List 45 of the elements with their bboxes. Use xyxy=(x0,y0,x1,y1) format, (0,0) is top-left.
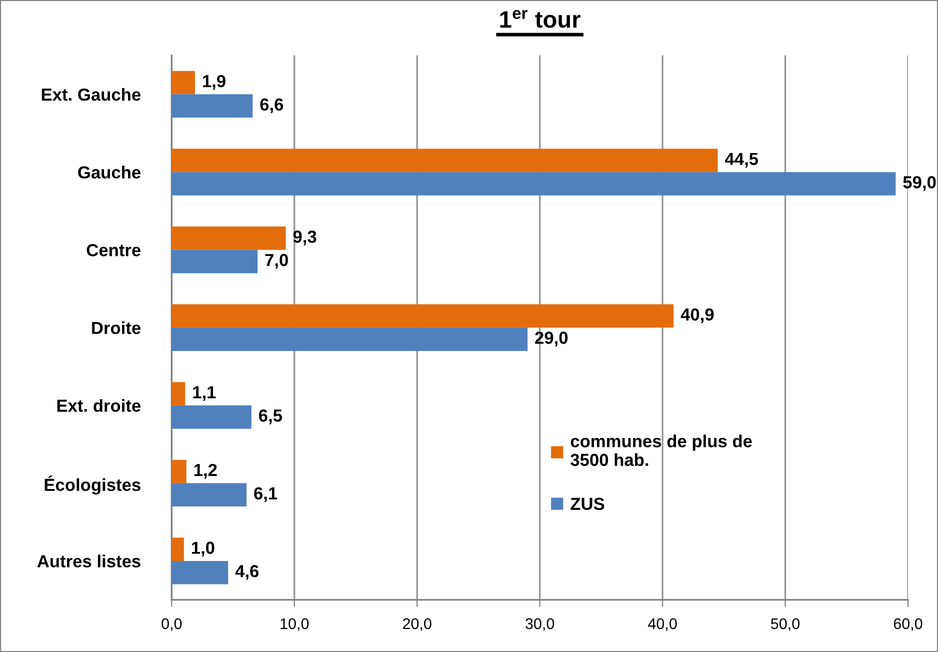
bar xyxy=(172,382,186,406)
x-tick-label: 60,0 xyxy=(894,618,922,631)
data-label: 9,3 xyxy=(293,230,316,246)
legend-label: communes de plus de 3500 hab. xyxy=(570,434,752,466)
y-tick-label: Centre xyxy=(86,244,141,256)
data-label: 44,5 xyxy=(724,152,758,168)
bar xyxy=(172,483,247,507)
data-label: 59,0 xyxy=(903,176,936,191)
chart-title: 1$^{er}$ tour xyxy=(500,10,580,28)
data-label: 40,9 xyxy=(680,308,714,324)
y-tick-label: Autres listes xyxy=(37,554,140,568)
data-label: 1,9 xyxy=(203,75,226,90)
bar xyxy=(172,560,228,584)
data-label: 7,0 xyxy=(265,254,288,269)
x-tick-label: 40,0 xyxy=(648,618,677,631)
data-label: 1,1 xyxy=(193,386,216,401)
y-tick-label: Droite xyxy=(92,321,141,334)
bar xyxy=(172,460,186,484)
x-tick-label: 10,0 xyxy=(280,618,309,631)
bar xyxy=(172,226,286,250)
y-tick-label: Ext. Gauche xyxy=(42,88,141,101)
legend-label: ZUS xyxy=(570,498,604,510)
data-label: 4,6 xyxy=(235,564,259,580)
x-tick-label: 0,0 xyxy=(162,618,182,631)
bar xyxy=(172,538,184,561)
data-label: 6,1 xyxy=(254,487,278,502)
data-label: 1,2 xyxy=(194,464,217,479)
bar xyxy=(172,94,253,118)
data-label: 6,5 xyxy=(259,409,282,424)
bar xyxy=(172,172,896,196)
y-tick-label: Gauche xyxy=(78,166,141,179)
x-tick-label: 50,0 xyxy=(771,618,800,631)
bar xyxy=(172,148,718,172)
bar xyxy=(172,250,258,274)
data-label: 29,0 xyxy=(535,332,568,346)
bar xyxy=(172,328,528,351)
y-tick-label: Écologistes xyxy=(44,475,140,495)
bar xyxy=(172,70,195,94)
x-tick-label: 20,0 xyxy=(403,618,432,631)
x-tick-label: 30,0 xyxy=(526,618,554,631)
data-label: 1,0 xyxy=(192,542,214,556)
data-label: 6,6 xyxy=(260,98,284,114)
y-tick-label: Ext. droite xyxy=(57,399,141,412)
bar xyxy=(172,304,674,328)
bar xyxy=(172,405,252,429)
